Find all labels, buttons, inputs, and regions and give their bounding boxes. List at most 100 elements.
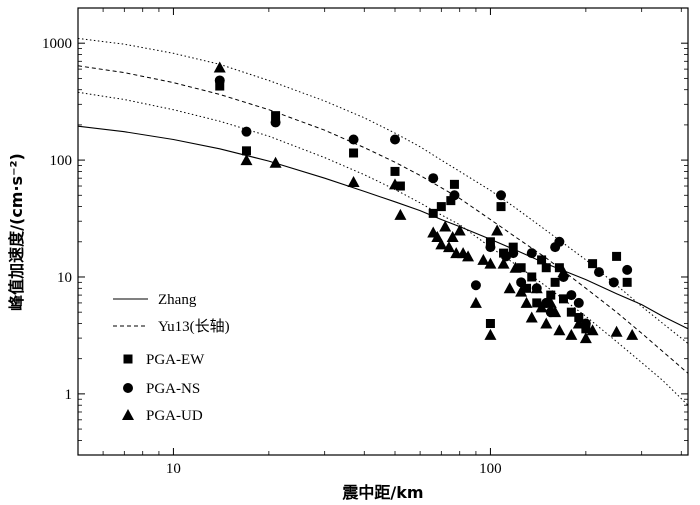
point-pga-ew [558,294,568,304]
point-pga-ew [566,307,576,317]
point-pga-ew [436,202,446,212]
point-pga-ns [348,134,359,145]
y-tick-label: 10 [57,270,72,286]
point-pga-ud [431,230,444,242]
point-pga-ew [537,255,547,265]
legend-label-0: Zhang [158,292,197,308]
point-pga-ud [446,230,459,242]
point-pga-ud [469,296,482,308]
point-pga-ud [626,328,639,340]
point-pga-ew [271,111,281,121]
point-pga-ns [485,242,496,253]
point-pga-ew [485,318,495,328]
point-pga-ud [540,317,553,329]
point-pga-ew [508,242,518,252]
point-pga-ud [491,224,504,236]
legend-label-3: PGA-NS [146,381,200,397]
y-tick-label: 1 [65,387,73,403]
legend-marker-circle [123,383,133,393]
point-pga-ew [554,263,564,273]
point-pga-ud [439,220,452,232]
point-pga-ew [527,272,537,282]
point-pga-ew [395,181,405,191]
point-pga-ew [522,283,532,293]
point-pga-ud [347,175,360,187]
point-pga-ud [453,224,466,236]
axis-ticks: 10 100 1 10 100 1000 [42,7,688,477]
legend-label-1: Yu13(长轴) [158,318,230,335]
point-pga-ns [496,190,507,201]
data-markers [213,61,639,344]
legend-marker-triangle [122,409,134,420]
point-pga-ns [608,277,619,288]
point-pga-ns [526,248,537,259]
point-pga-ns [516,277,527,288]
point-pga-ud [530,282,543,294]
point-pga-ud [572,317,585,329]
point-pga-ud [544,296,557,308]
point-pga-ns [390,134,401,145]
point-pga-ud [520,296,533,308]
point-pga-ns [214,75,225,86]
point-pga-ud [394,208,407,220]
point-pga-ud [213,61,226,73]
y-tick-label: 100 [50,153,73,169]
point-pga-ns [508,248,519,259]
point-pga-ew [485,237,495,247]
curve-yu13- [77,65,689,374]
point-pga-ud [462,250,475,262]
curve-lower-bound [77,91,689,406]
point-pga-ud [553,324,566,336]
point-pga-ew [622,277,632,287]
x-axis-title: 震中距/km [341,483,423,502]
point-pga-ns [593,267,604,278]
point-pga-ns [449,190,460,201]
point-pga-ud [389,178,402,190]
point-pga-ud [515,285,528,297]
point-pga-ew [612,251,622,261]
point-pga-ud [497,257,510,269]
y-axis-title: 峰值加速度/(cm·s⁻²) [7,153,26,311]
point-pga-ns [566,290,577,301]
x-tick-label: 100 [479,461,502,477]
point-pga-ns [241,126,252,137]
point-pga-ew [532,298,542,308]
point-pga-ns [622,264,633,275]
point-pga-ew [541,263,551,273]
curve-zhang [77,125,689,330]
point-pga-ew [390,166,400,176]
point-pga-ew [241,146,251,156]
x-tick-label: 10 [166,461,181,477]
point-pga-ud [435,238,448,250]
point-pga-ns [470,280,481,291]
legend-label-4: PGA-UD [146,408,203,424]
point-pga-ud [579,332,592,344]
point-pga-ud [586,324,599,336]
point-pga-ns [270,117,281,128]
point-pga-ud [610,325,623,337]
legend: Zhang Yu13(长轴) PGA-EW PGA-NS PGA-UD [113,292,230,424]
point-pga-ud [484,328,497,340]
point-pga-ew [449,179,459,189]
legend-marker-square [123,354,133,364]
plot-area-frame [77,7,689,456]
point-pga-ew [496,202,506,212]
point-pga-ud [535,301,548,313]
point-pga-ew [428,208,438,218]
point-pga-ud [442,241,455,253]
point-pga-ew [546,290,556,300]
point-pga-ew [550,277,560,287]
point-pga-ud [484,257,497,269]
model-curves [77,37,689,406]
point-pga-ew [446,196,456,206]
point-pga-ns [554,236,565,247]
point-pga-ew [215,81,225,91]
point-pga-ns [428,173,439,184]
point-pga-ud [477,253,490,265]
point-pga-ud [549,306,562,318]
point-pga-ud [503,282,516,294]
point-pga-ud [557,266,570,278]
legend-label-2: PGA-EW [146,352,205,368]
point-pga-ew [349,148,359,158]
